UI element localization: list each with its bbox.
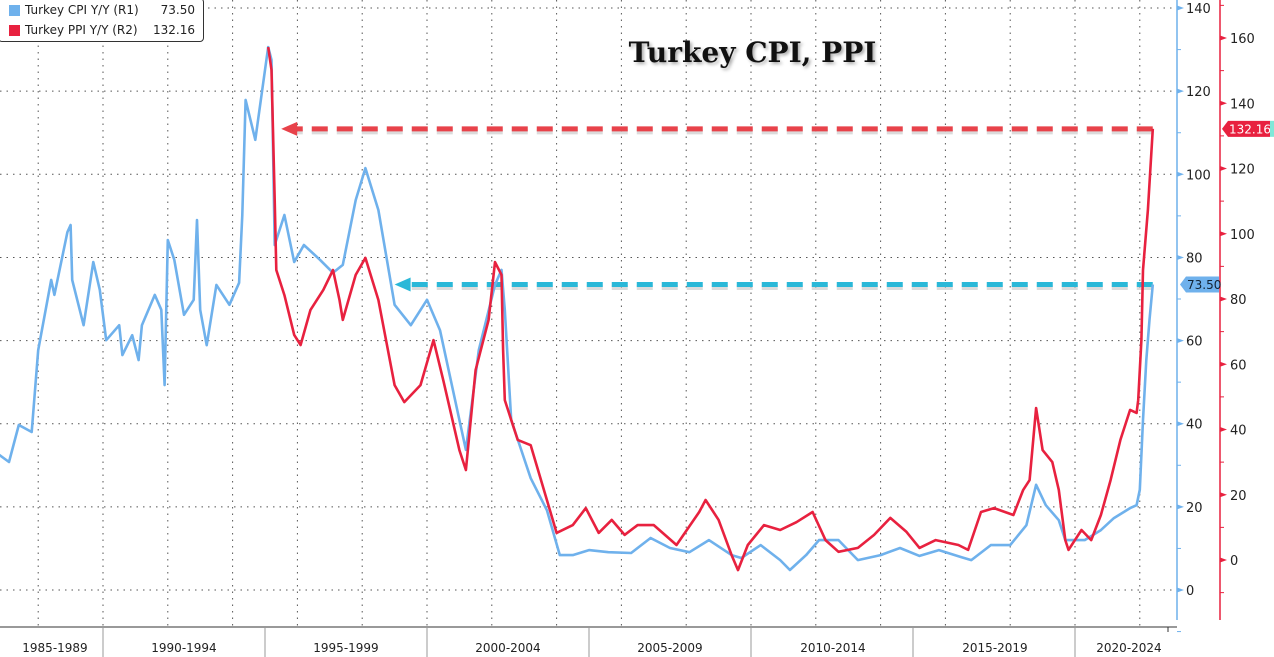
x-tick-label: 1995-1999 (313, 641, 378, 655)
legend-label-cpi: Turkey CPI Y/Y (R1) (25, 3, 139, 17)
r2-tick (1220, 100, 1227, 106)
arrow-head (394, 277, 411, 292)
ppi-value-tag-label: 132.16 (1229, 122, 1271, 136)
x-tick-label: 1985-1989 (22, 641, 87, 655)
r1-tick-label: 40 (1186, 418, 1203, 433)
r2-tick (1220, 231, 1227, 237)
x-tick-label: 2000-2004 (475, 641, 540, 655)
r2-tick (1220, 492, 1227, 498)
r2-tick-label: 80 (1230, 293, 1247, 308)
r1-tick (1177, 88, 1184, 94)
r2-tick (1220, 296, 1227, 302)
r1-tick (1177, 587, 1184, 593)
legend-swatch-cpi (9, 4, 20, 16)
r1-tick-label: 20 (1186, 501, 1203, 516)
x-tick-label: 2010-2014 (800, 641, 865, 655)
r1-tick-label: 140 (1186, 2, 1211, 17)
legend-value-cpi: 73.50 (160, 3, 195, 17)
r2-tick-label: 140 (1230, 97, 1255, 112)
legend: Turkey CPI Y/Y (R1) 73.50 Turkey PPI Y/Y… (0, 0, 204, 42)
r2-tick-label: 60 (1230, 358, 1247, 373)
cpi-value-tag (1180, 276, 1219, 293)
r2-tick (1220, 427, 1227, 432)
ppi-value-tag (1222, 120, 1270, 137)
cpi-line (0, 45, 1155, 572)
r1-tick-label: 0 (1186, 584, 1194, 599)
r1-tick-label: 100 (1186, 168, 1211, 183)
r1-tick (1177, 421, 1184, 427)
x-tick-label: 2005-2009 (637, 641, 702, 655)
r2-tick (1220, 35, 1227, 41)
x-tick-label: 2015-2019 (962, 641, 1027, 655)
legend-value-ppi: 132.16 (153, 23, 195, 37)
r2-tick-label: 100 (1230, 228, 1255, 243)
legend-item-ppi: Turkey PPI Y/Y (R2) 132.16 (0, 21, 203, 39)
x-tick-label: 2020-2024 (1096, 641, 1161, 655)
ppi-line (266, 46, 1155, 572)
cpi-arrow (394, 277, 1153, 292)
chart-title: Turkey CPI, PPI (628, 36, 877, 69)
r1-tick (1177, 504, 1184, 510)
cpi-value-tag-label: 73.50 (1187, 278, 1221, 292)
ppi-arrow (281, 121, 1153, 136)
r2-tick-label: 0 (1230, 554, 1238, 569)
r2-tick-label: 160 (1230, 32, 1255, 47)
r2-tick-label: 40 (1230, 424, 1247, 439)
r2-tick (1220, 166, 1227, 171)
r1-tick (1177, 171, 1184, 177)
r1-tick (1177, 5, 1184, 11)
r1-tick (1177, 254, 1184, 260)
legend-label-ppi: Turkey PPI Y/Y (R2) (25, 23, 138, 37)
r2-tick-label: 120 (1230, 163, 1255, 178)
arrow-head (281, 121, 298, 136)
r2-tick (1220, 557, 1227, 563)
r1-tick-label: 80 (1186, 251, 1203, 266)
legend-swatch-ppi (9, 24, 20, 36)
r1-tick-label: 60 (1186, 335, 1203, 350)
r2-tick (1220, 361, 1227, 367)
x-tick-label: 1990-1994 (151, 641, 216, 655)
tag-edge-marker (1270, 120, 1274, 137)
r1-tick (1177, 338, 1184, 344)
r1-tick-label: 120 (1186, 85, 1211, 100)
legend-item-cpi: Turkey CPI Y/Y (R1) 73.50 (0, 1, 203, 19)
r2-tick-label: 20 (1230, 489, 1247, 504)
